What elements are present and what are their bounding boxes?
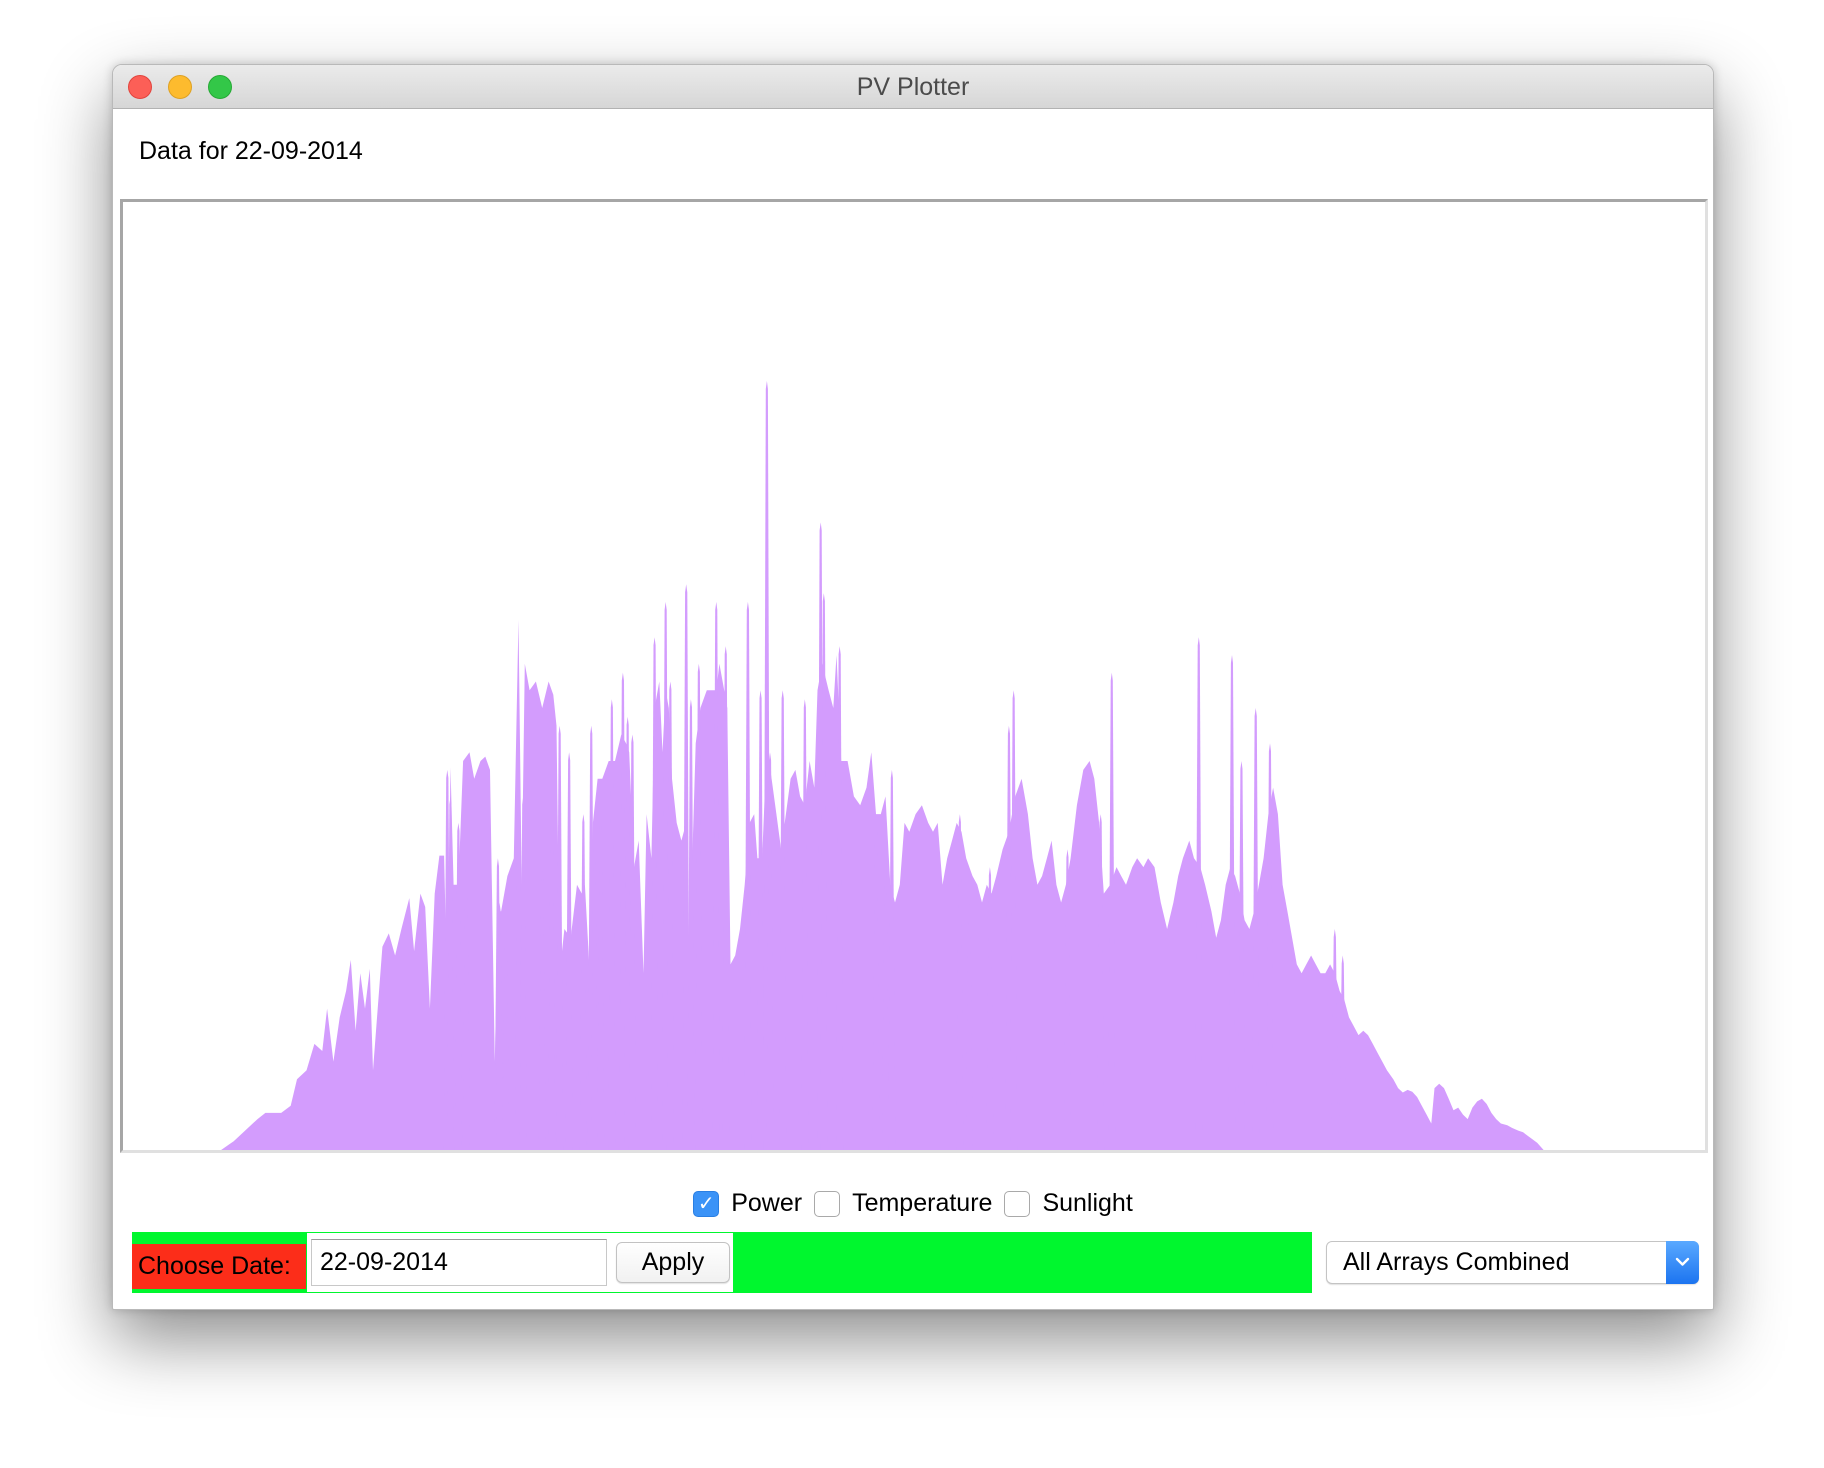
- power-spike: [882, 858, 890, 1150]
- chevron-down-icon[interactable]: [1666, 1241, 1699, 1284]
- power-spike: [454, 822, 462, 1150]
- power-spike: [801, 699, 809, 1150]
- power-spike: [666, 681, 674, 1150]
- close-window-button[interactable]: [128, 75, 152, 99]
- date-heading: Data for 22-09-2014: [139, 137, 363, 165]
- power-spike: [538, 867, 546, 1150]
- temperature-checkbox[interactable]: Temperature: [814, 1189, 992, 1218]
- power-spike: [565, 752, 573, 1150]
- window-title: PV Plotter: [856, 73, 970, 101]
- power-spike: [712, 601, 720, 1150]
- date-bar: Choose Date: Apply: [132, 1232, 1312, 1293]
- power-spike: [624, 716, 632, 1150]
- date-group: Apply: [306, 1232, 734, 1293]
- power-spike: [744, 601, 752, 1150]
- power-check-icon[interactable]: ✓: [693, 1190, 720, 1217]
- power-spike: [446, 796, 454, 1150]
- power-spike: [695, 663, 703, 1150]
- power-spike: [502, 929, 510, 1150]
- power-spike: [1331, 929, 1339, 1150]
- zoom-window-button[interactable]: [208, 75, 232, 99]
- array-select[interactable]: All Arrays Combined: [1326, 1241, 1699, 1284]
- power-spike: [590, 831, 598, 1150]
- power-spike: [888, 769, 896, 1150]
- power-spike: [836, 646, 844, 1150]
- power-spike: [1237, 761, 1245, 1150]
- power-spike: [986, 867, 994, 1150]
- power-spike: [628, 734, 636, 1150]
- power-spike: [1252, 708, 1260, 1150]
- power-spike: [579, 814, 587, 1150]
- power-spike: [1339, 955, 1347, 1150]
- sunlight-label: Sunlight: [1042, 1189, 1133, 1217]
- chart-canvas: [123, 380, 1705, 1150]
- sunlight-check-icon[interactable]: [1004, 1190, 1031, 1217]
- temperature-label: Temperature: [852, 1189, 993, 1217]
- power-spike: [1195, 637, 1203, 1150]
- power-spike: [779, 690, 787, 1150]
- power-spike: [766, 752, 774, 1150]
- power-spike: [651, 637, 659, 1150]
- apply-button[interactable]: Apply: [616, 1242, 730, 1283]
- power-spike: [1010, 690, 1018, 1150]
- power-spike: [682, 584, 690, 1150]
- power-spike: [1228, 655, 1236, 1150]
- power-spike: [514, 769, 523, 1150]
- power-series-area: [123, 619, 1705, 1150]
- power-spike: [496, 902, 504, 1150]
- power-spike: [757, 690, 765, 1150]
- power-spike: [956, 814, 964, 1150]
- power-label: Power: [731, 1189, 803, 1217]
- choose-date-label: Choose Date:: [132, 1244, 306, 1289]
- power-spike: [597, 814, 605, 1150]
- power-spike: [872, 814, 880, 1150]
- title-bar[interactable]: PV Plotter: [113, 65, 1713, 109]
- power-spike: [462, 858, 470, 1150]
- app-window: PV Plotter Data for 22-09-2014 ✓ Power T…: [112, 64, 1714, 1310]
- temperature-check-icon[interactable]: [814, 1190, 841, 1217]
- power-checkbox[interactable]: ✓ Power: [693, 1189, 802, 1218]
- series-toggles: ✓ Power Temperature Sunlight: [113, 1189, 1713, 1218]
- power-spike: [662, 601, 670, 1150]
- power-spike: [619, 672, 627, 1150]
- power-spike: [1108, 672, 1116, 1150]
- power-spike: [1097, 814, 1105, 1150]
- power-spike: [608, 699, 616, 1150]
- minimize-window-button[interactable]: [168, 75, 192, 99]
- power-spike: [1266, 743, 1274, 1150]
- power-spike: [556, 725, 564, 1150]
- power-chart: [120, 199, 1708, 1153]
- date-input[interactable]: [311, 1239, 607, 1286]
- power-spike: [820, 593, 828, 1150]
- power-spike: [722, 646, 730, 1150]
- power-spike: [519, 796, 527, 1150]
- array-select-value: All Arrays Combined: [1343, 1248, 1570, 1276]
- power-spike: [965, 902, 973, 1150]
- sunlight-checkbox[interactable]: Sunlight: [1004, 1189, 1133, 1218]
- power-spike: [548, 761, 556, 1150]
- power-spike: [1063, 849, 1071, 1150]
- power-spike: [687, 699, 695, 1150]
